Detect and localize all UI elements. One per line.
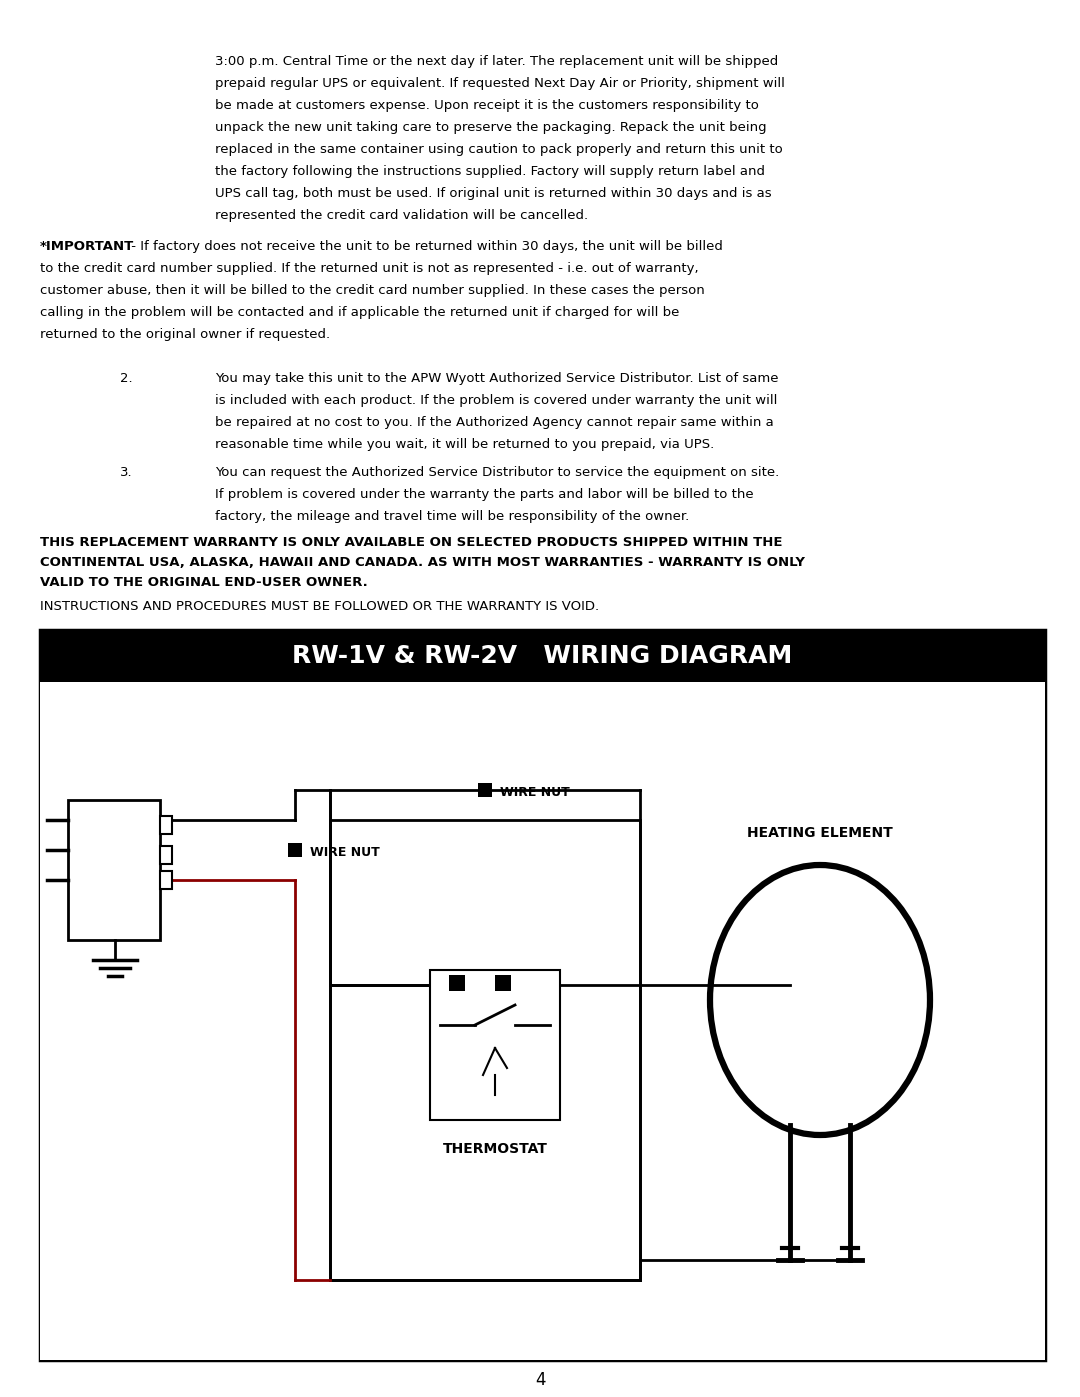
Text: INSTRUCTIONS AND PROCEDURES MUST BE FOLLOWED OR THE WARRANTY IS VOID.: INSTRUCTIONS AND PROCEDURES MUST BE FOLL… [40,599,599,613]
Text: WIRE NUT: WIRE NUT [310,847,380,859]
Text: represented the credit card validation will be cancelled.: represented the credit card validation w… [215,210,589,222]
Bar [160,870,172,888]
Ellipse shape [710,865,930,1134]
Text: 3:00 p.m. Central Time or the next day if later. The replacement unit will be sh: 3:00 p.m. Central Time or the next day i… [215,54,779,68]
Text: to the credit card number supplied. If the returned unit is not as represented -: to the credit card number supplied. If t… [40,263,699,275]
Text: returned to the original owner if requested.: returned to the original owner if reques… [40,328,330,341]
Bar [160,816,172,834]
Text: unpack the new unit taking care to preserve the packaging. Repack the unit being: unpack the new unit taking care to prese… [215,122,767,134]
Text: UPS call tag, both must be used. If original unit is returned within 30 days and: UPS call tag, both must be used. If orig… [215,187,771,200]
Bar [40,630,1045,1361]
Text: WIRE NUT: WIRE NUT [500,787,570,799]
Bar [288,842,302,856]
Text: be repaired at no cost to you. If the Authorized Agency cannot repair same withi: be repaired at no cost to you. If the Au… [215,416,773,429]
Text: customer abuse, then it will be billed to the credit card number supplied. In th: customer abuse, then it will be billed t… [40,284,705,298]
Bar [160,847,172,863]
Text: 3.: 3. [120,467,133,479]
Text: THERMOSTAT: THERMOSTAT [443,1141,548,1155]
Text: CONTINENTAL USA, ALASKA, HAWAII AND CANADA. AS WITH MOST WARRANTIES - WARRANTY I: CONTINENTAL USA, ALASKA, HAWAII AND CANA… [40,556,805,569]
Text: 4: 4 [535,1370,545,1389]
Bar [449,975,465,990]
Text: *IMPORTANT: *IMPORTANT [40,240,134,253]
Text: replaced in the same container using caution to pack properly and return this un: replaced in the same container using cau… [215,142,783,156]
Text: the factory following the instructions supplied. Factory will supply return labe: the factory following the instructions s… [215,165,765,177]
Text: HEATING ELEMENT: HEATING ELEMENT [747,826,893,840]
Text: THIS REPLACEMENT WARRANTY IS ONLY AVAILABLE ON SELECTED PRODUCTS SHIPPED WITHIN : THIS REPLACEMENT WARRANTY IS ONLY AVAILA… [40,536,783,549]
Bar [478,782,492,798]
Text: You can request the Authorized Service Distributor to service the equipment on s: You can request the Authorized Service D… [215,467,780,479]
Text: factory, the mileage and travel time will be responsibility of the owner.: factory, the mileage and travel time wil… [215,510,689,522]
Text: be made at customers expense. Upon receipt it is the customers responsibility to: be made at customers expense. Upon recei… [215,99,759,112]
Text: If problem is covered under the warranty the parts and labor will be billed to t: If problem is covered under the warranty… [215,488,754,502]
Bar [68,800,160,940]
Text: is included with each product. If the problem is covered under warranty the unit: is included with each product. If the pr… [215,394,778,407]
Text: - If factory does not receive the unit to be returned within 30 days, the unit w: - If factory does not receive the unit t… [127,240,723,253]
Text: You may take this unit to the APW Wyott Authorized Service Distributor. List of : You may take this unit to the APW Wyott … [215,372,779,386]
Text: VALID TO THE ORIGINAL END-USER OWNER.: VALID TO THE ORIGINAL END-USER OWNER. [40,576,368,590]
Bar [40,682,1045,1361]
Text: RW-1V & RW-2V   WIRING DIAGRAM: RW-1V & RW-2V WIRING DIAGRAM [293,644,793,668]
Text: calling in the problem will be contacted and if applicable the returned unit if : calling in the problem will be contacted… [40,306,679,319]
Text: 2.: 2. [120,372,133,386]
FancyBboxPatch shape [40,630,1045,682]
Text: prepaid regular UPS or equivalent. If requested Next Day Air or Priority, shipme: prepaid regular UPS or equivalent. If re… [215,77,785,89]
Bar [330,820,640,1280]
Bar [495,975,511,990]
Bar [430,970,561,1120]
Text: reasonable time while you wait, it will be returned to you prepaid, via UPS.: reasonable time while you wait, it will … [215,439,714,451]
